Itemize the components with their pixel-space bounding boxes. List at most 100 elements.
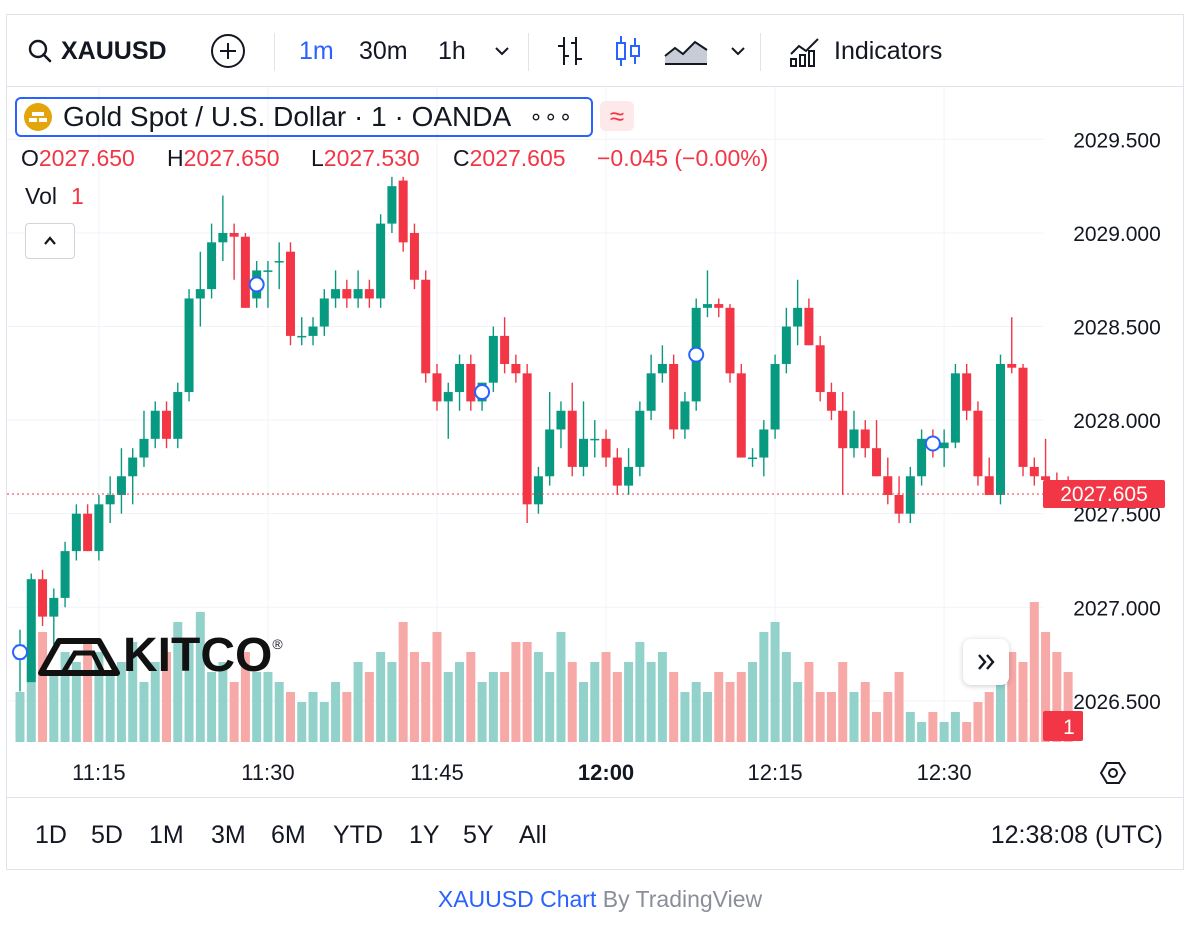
- range-1m[interactable]: 1M: [149, 820, 184, 849]
- range-all[interactable]: All: [519, 820, 547, 849]
- collapse-legend-button[interactable]: [25, 223, 75, 259]
- candle-body: [94, 504, 104, 552]
- volume-bar: [702, 692, 712, 742]
- time-axis[interactable]: 11:15 11:30 11:45 12:00 12:15 12:30: [72, 760, 971, 785]
- candle-body: [545, 429, 555, 477]
- candle-body: [184, 298, 194, 393]
- candle-body: [533, 476, 543, 505]
- range-1y[interactable]: 1Y: [409, 820, 440, 849]
- interval-30m[interactable]: 30m: [359, 36, 408, 65]
- scroll-to-realtime-button[interactable]: [963, 639, 1009, 685]
- price-axis[interactable]: 2026.500 2027.000 2027.500 2028.000 2028.500…: [1073, 129, 1161, 713]
- volume-bar: [894, 672, 904, 742]
- candle-body: [995, 363, 1005, 495]
- volume-bar: [872, 712, 882, 742]
- candle-body: [736, 373, 746, 458]
- chevron-down-icon: [731, 47, 745, 56]
- volume-bar: [240, 652, 250, 742]
- volume-bar: [297, 702, 307, 742]
- candle-body: [398, 180, 408, 243]
- indicators-button[interactable]: Indicators: [788, 15, 942, 87]
- symbol-search[interactable]: XAUUSD: [27, 15, 167, 87]
- utc-clock[interactable]: 12:38:08 (UTC): [990, 820, 1163, 849]
- price-tick-label: 2027.500: [1073, 504, 1161, 527]
- candle-body: [917, 438, 927, 477]
- chart-type-dropdown[interactable]: [727, 15, 749, 87]
- candle-body: [1007, 363, 1017, 368]
- candle-body: [139, 438, 149, 458]
- low-label: L: [311, 145, 324, 171]
- volume-bar: [793, 682, 803, 742]
- interval-dropdown[interactable]: [491, 15, 513, 87]
- range-3m[interactable]: 3M: [211, 820, 246, 849]
- event-marker: [474, 384, 491, 401]
- candles-icon: [616, 36, 640, 66]
- volume-bar: [150, 662, 160, 742]
- candle-body: [579, 438, 588, 467]
- candle-body: [962, 373, 972, 411]
- candle-body: [669, 363, 679, 430]
- settings-icon[interactable]: [1099, 762, 1127, 784]
- candle-body: [353, 289, 363, 299]
- candle-body: [342, 289, 352, 299]
- volume-bar: [1063, 672, 1073, 742]
- interval-1m[interactable]: 1m: [299, 36, 334, 65]
- candle-body: [83, 513, 93, 552]
- candle-body: [331, 289, 341, 299]
- volume-bar: [139, 682, 149, 742]
- bar-style-button[interactable]: [553, 15, 587, 87]
- more-options-icon[interactable]: ∘∘∘: [529, 104, 574, 129]
- volume-bar: [624, 662, 634, 742]
- range-5d[interactable]: 5D: [91, 820, 123, 849]
- range-ytd[interactable]: YTD: [333, 820, 383, 849]
- volume-bar: [184, 642, 194, 742]
- candle-body: [229, 232, 239, 237]
- volume-tag-text: 1: [1063, 716, 1075, 739]
- chevron-up-icon: [44, 236, 56, 245]
- volume-bar: [162, 652, 172, 742]
- market-status-icon[interactable]: ≈: [600, 101, 634, 131]
- event-markers: [12, 276, 941, 661]
- volume-bar: [342, 692, 352, 742]
- range-6m[interactable]: 6M: [271, 820, 306, 849]
- candles: [15, 176, 1073, 692]
- volume-bar: [71, 662, 81, 742]
- volume-bar: [781, 652, 791, 742]
- gold-bars-icon: [24, 103, 52, 131]
- volume-bar: [1018, 662, 1028, 742]
- ohlc-high: H2027.650: [167, 145, 280, 172]
- range-1d[interactable]: 1D: [35, 820, 67, 849]
- chart-link[interactable]: XAUUSD Chart: [437, 886, 597, 912]
- candle-body: [680, 401, 690, 430]
- price-chart[interactable]: 2026.500 2027.000 2027.500 2028.000 2028.500…: [7, 87, 1185, 797]
- candle-body: [646, 373, 656, 411]
- volume-bar: [195, 612, 205, 742]
- candle-style-button[interactable]: [611, 15, 645, 87]
- symbol-legend[interactable]: Gold Spot / U.S. Dollar · 1 · OANDA ∘∘∘: [15, 97, 593, 137]
- registered-mark: ®: [272, 636, 283, 652]
- ohlc-open: O2027.650: [21, 145, 135, 172]
- candle-body: [1041, 476, 1051, 480]
- volume-bar: [917, 722, 927, 742]
- search-icon: [28, 39, 52, 63]
- candle-body: [826, 392, 836, 411]
- time-tick-label: 11:45: [410, 760, 463, 785]
- volume-bar: [1041, 632, 1051, 742]
- price-tick-label: 2029.000: [1073, 223, 1161, 246]
- candle-body: [173, 392, 183, 439]
- volume-bar: [409, 652, 419, 742]
- candle-body: [240, 236, 250, 308]
- interval-1h[interactable]: 1h: [438, 36, 466, 65]
- volume-bar: [488, 672, 498, 742]
- compare-button[interactable]: [210, 15, 246, 87]
- volume-bars: [15, 602, 1073, 742]
- price-tick-label: 2026.500: [1073, 691, 1161, 714]
- chart-area[interactable]: 2026.500 2027.000 2027.500 2028.000 2028.500…: [7, 87, 1185, 797]
- volume-bar: [455, 662, 465, 742]
- volume-bar: [443, 672, 453, 742]
- range-5y[interactable]: 5Y: [463, 820, 494, 849]
- volume-bar: [83, 642, 93, 742]
- candle-body: [702, 304, 712, 308]
- area-style-button[interactable]: [663, 15, 709, 87]
- volume-bar: [533, 652, 543, 742]
